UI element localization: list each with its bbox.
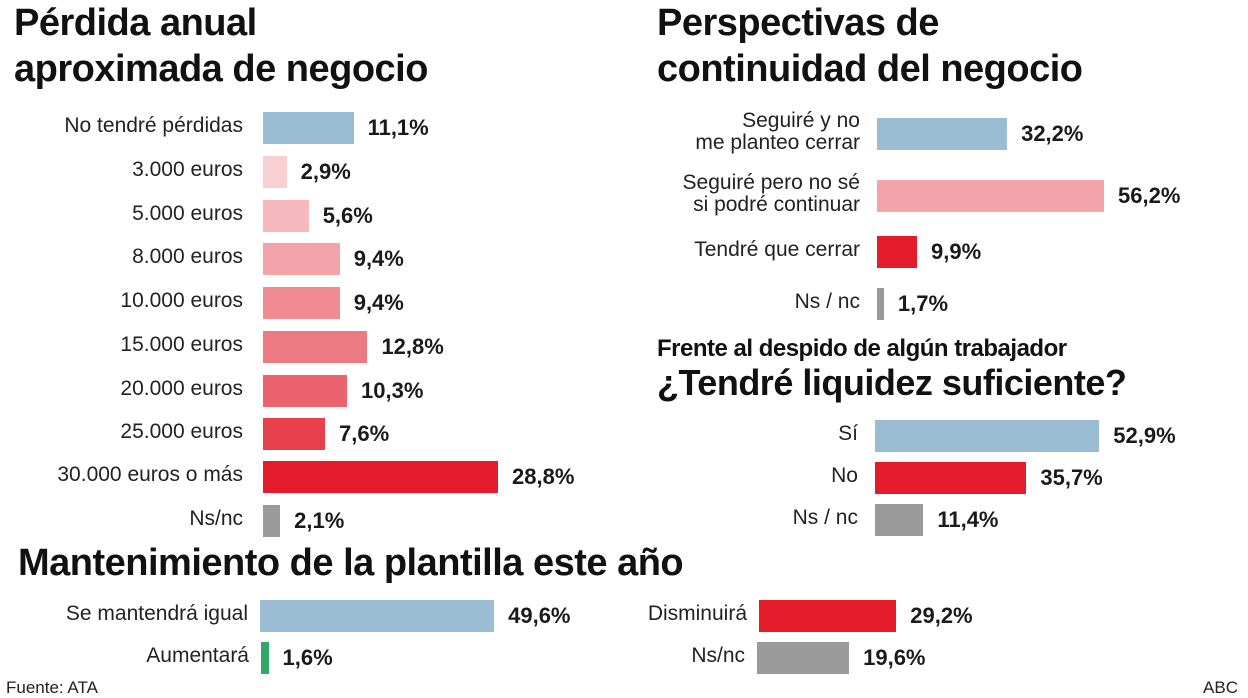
- category-label: Seguiré y no me planteo cerrar: [695, 110, 860, 154]
- category-label-line: me planteo cerrar: [695, 131, 860, 154]
- category-label: Se mantendrá igual: [66, 603, 248, 625]
- value-label: 9,4%: [353, 246, 404, 271]
- title-line: Pérdida anual: [14, 2, 257, 44]
- value-label: 28,8%: [512, 464, 575, 489]
- title-line: Perspectivas de: [657, 2, 939, 44]
- value-label: 9,4%: [353, 290, 404, 315]
- bar: [263, 505, 281, 537]
- bar: [875, 420, 1100, 452]
- category-label: Aumentará: [146, 645, 249, 667]
- category-label: Ns / nc: [795, 291, 860, 313]
- category-label-line: No: [831, 464, 858, 487]
- category-label: 25.000 euros: [120, 421, 243, 443]
- bar: [263, 243, 340, 275]
- category-label-line: Tendré que cerrar: [694, 238, 860, 261]
- category-label-line: Ns / nc: [792, 506, 858, 529]
- category-label: 8.000 euros: [132, 246, 243, 268]
- chart-perdida-title: Pérdida anual aproximada de negocio: [14, 2, 428, 90]
- category-label-line: 25.000 euros: [120, 420, 243, 443]
- category-label: 3.000 euros: [132, 159, 243, 181]
- chart-perspectivas-title: Perspectivas de continuidad del negocio: [657, 2, 1083, 90]
- value-label: 7,6%: [339, 421, 390, 446]
- bar: [263, 156, 287, 188]
- source-note: Fuente: ATA: [6, 678, 98, 697]
- category-label: 20.000 euros: [120, 378, 243, 400]
- category-label-line: 8.000 euros: [132, 245, 243, 268]
- bar: [877, 288, 884, 320]
- category-label: Ns/nc: [189, 508, 243, 530]
- bar: [757, 642, 850, 674]
- title-line: aproximada de negocio: [14, 47, 428, 90]
- category-label-line: Aumentará: [146, 644, 249, 667]
- category-label-line: Ns / nc: [794, 290, 860, 313]
- value-label: 49,6%: [508, 603, 571, 628]
- category-label-line: 20.000 euros: [120, 377, 243, 400]
- bar: [877, 180, 1105, 212]
- category-label: 15.000 euros: [120, 334, 243, 356]
- category-label: No tendré pérdidas: [64, 115, 243, 137]
- bar: [877, 236, 917, 268]
- category-label-line: 5.000 euros: [132, 202, 243, 225]
- bar: [263, 200, 309, 232]
- category-label-line: Sí: [838, 422, 858, 445]
- category-label: 5.000 euros: [132, 203, 243, 225]
- category-label: No: [831, 465, 858, 487]
- category-label: Tendré que cerrar: [694, 239, 860, 261]
- value-label: 32,2%: [1021, 121, 1084, 146]
- bar: [263, 112, 354, 144]
- bar: [263, 461, 498, 493]
- category-label: Ns/nc: [691, 645, 745, 667]
- value-label: 29,2%: [910, 603, 973, 628]
- bar: [759, 600, 897, 632]
- category-label-line: Ns/nc: [189, 507, 243, 530]
- category-label: Seguiré pero no sé si podré continuar: [683, 172, 860, 216]
- category-label-line: Seguiré pero no sé: [682, 171, 860, 194]
- bar: [263, 331, 368, 363]
- value-label: 12,8%: [381, 334, 444, 359]
- value-label: 52,9%: [1113, 423, 1176, 448]
- category-label: Sí: [838, 423, 858, 445]
- category-label: Disminuirá: [648, 603, 747, 625]
- value-label: 5,6%: [322, 203, 373, 228]
- bar: [263, 287, 340, 319]
- bar: [877, 118, 1008, 150]
- value-label: 1,7%: [897, 291, 949, 316]
- value-label: 2,1%: [294, 508, 345, 533]
- value-label: 19,6%: [863, 645, 926, 670]
- category-label-line: Ns/nc: [691, 644, 745, 667]
- value-label: 9,9%: [930, 239, 982, 264]
- category-label-line: Disminuirá: [647, 602, 747, 625]
- bar: [260, 600, 495, 632]
- value-label: 11,1%: [367, 115, 429, 140]
- category-label-line: si podré continuar: [693, 193, 860, 216]
- category-label: 10.000 euros: [120, 290, 243, 312]
- bar: [263, 375, 348, 407]
- chart-liquidez-subtitle: Frente al despido de algún trabajador: [657, 335, 1067, 362]
- category-label-line: 15.000 euros: [120, 333, 243, 356]
- chart-liquidez-title: ¿Tendré liquidez suficiente?: [657, 362, 1127, 403]
- category-label-line: Se mantendrá igual: [65, 602, 248, 625]
- brand-logo: ABC: [1203, 678, 1238, 697]
- category-label: Ns / nc: [793, 507, 858, 529]
- value-label: 1,6%: [282, 645, 333, 670]
- category-label-line: Seguiré y no: [742, 109, 860, 132]
- bar: [875, 462, 1027, 494]
- value-label: 2,9%: [300, 159, 351, 184]
- category-label-line: 30.000 euros o más: [57, 463, 243, 486]
- bar: [261, 642, 269, 674]
- bar: [875, 504, 924, 536]
- category-label-line: 3.000 euros: [132, 158, 243, 181]
- chart-plantilla-title: Mantenimiento de la plantilla este año: [18, 542, 684, 584]
- category-label: 30.000 euros o más: [57, 464, 243, 486]
- title-line: continuidad del negocio: [657, 47, 1083, 90]
- value-label: 56,2%: [1118, 183, 1181, 208]
- bar: [263, 418, 326, 450]
- category-label-line: No tendré pérdidas: [64, 114, 243, 137]
- value-label: 10,3%: [361, 378, 424, 403]
- value-label: 11,4%: [937, 507, 999, 532]
- category-label-line: 10.000 euros: [120, 289, 243, 312]
- value-label: 35,7%: [1040, 465, 1103, 490]
